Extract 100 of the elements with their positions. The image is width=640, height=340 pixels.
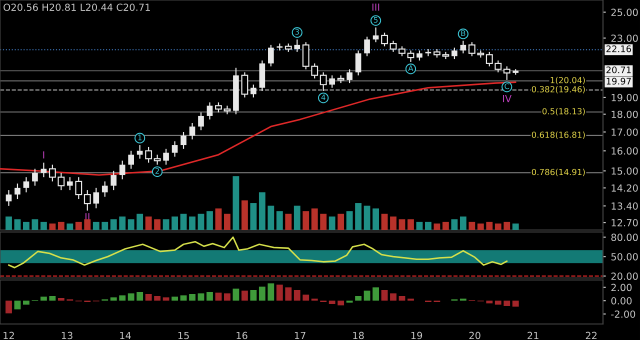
candlestick	[250, 84, 256, 98]
bar	[398, 219, 406, 230]
ref-line-label: 1(20.04)	[550, 76, 585, 84]
bar	[486, 300, 493, 304]
candlestick	[145, 146, 152, 164]
ref-line-label: 0.786(14.91)	[532, 168, 585, 176]
x-tick-label: 15	[178, 332, 189, 340]
y-tick-label: 19.00	[612, 94, 638, 102]
bar	[206, 211, 213, 230]
x-tick-label: 18	[353, 332, 364, 340]
bar	[224, 214, 230, 230]
bar	[364, 206, 370, 230]
bar	[206, 292, 213, 301]
bar	[258, 286, 266, 301]
bar	[338, 300, 344, 306]
bar	[162, 219, 170, 230]
candlestick	[416, 50, 422, 62]
candlestick	[189, 122, 196, 140]
bar	[189, 294, 196, 301]
candlestick	[381, 32, 388, 47]
candlestick	[180, 131, 186, 150]
candlestick	[355, 50, 362, 76]
bar	[232, 176, 240, 230]
bar	[119, 295, 126, 301]
x-tick-label: 12	[4, 332, 14, 340]
ref-line-label: 0.382(19.46)	[532, 86, 585, 94]
bar	[294, 290, 300, 301]
candlestick	[425, 48, 432, 57]
bar	[355, 203, 362, 230]
x-tick-label: 16	[236, 332, 248, 340]
bar	[328, 300, 336, 304]
bar	[302, 294, 310, 301]
candlestick	[14, 182, 20, 200]
bar	[338, 214, 344, 230]
bar	[320, 214, 327, 230]
candlestick	[329, 74, 335, 88]
bar	[198, 214, 204, 230]
bar	[110, 297, 117, 301]
bar	[381, 290, 388, 301]
bar	[189, 216, 196, 230]
candlestick	[84, 190, 91, 212]
bar	[145, 216, 152, 230]
y-tick-label: 15.00	[612, 167, 638, 175]
bar	[285, 287, 292, 301]
bar	[172, 296, 178, 301]
bar	[128, 219, 134, 230]
y-tick-label: 14.20	[612, 184, 638, 192]
candlestick	[67, 176, 73, 191]
x-tick-label: 22	[586, 332, 597, 340]
bar	[346, 211, 353, 230]
bar	[49, 224, 56, 230]
candlestick	[452, 47, 458, 60]
x-tick-label: 21	[528, 332, 538, 340]
y-tick-label: 17.00	[612, 128, 638, 136]
annotation: IV	[503, 94, 512, 102]
y-tick-label: -2.00	[611, 310, 636, 318]
bar	[311, 208, 318, 230]
annotation: 20.71	[606, 66, 631, 74]
bar	[136, 214, 144, 230]
x-tick-label: 17	[294, 332, 306, 340]
bar	[84, 219, 91, 230]
candlestick	[206, 102, 213, 120]
bar	[241, 290, 248, 301]
bar	[172, 216, 178, 230]
candlestick	[102, 180, 108, 198]
bar	[49, 296, 56, 301]
bar	[494, 224, 502, 230]
bar	[23, 222, 30, 230]
bar	[241, 200, 248, 230]
bar	[215, 292, 222, 301]
candlestick	[172, 140, 178, 158]
candlestick	[198, 112, 204, 131]
candlestick	[128, 150, 134, 170]
bar	[224, 293, 230, 301]
bar	[58, 298, 64, 301]
bar	[14, 300, 21, 310]
bar	[58, 222, 64, 230]
annotation: O20.56 H20.81 L20.44 C20.71	[4, 4, 150, 11]
ref-line-label: 0.618(16.81)	[532, 131, 585, 139]
bar	[364, 290, 370, 301]
bar	[250, 290, 257, 301]
bar	[232, 288, 240, 301]
bar	[294, 206, 300, 230]
bar	[442, 222, 449, 230]
x-tick-label: 20	[469, 332, 480, 340]
bar	[40, 296, 47, 301]
bar	[512, 300, 519, 307]
bar	[75, 222, 82, 230]
bar	[180, 214, 187, 230]
bar	[6, 300, 12, 314]
bar	[381, 214, 388, 230]
candlestick	[154, 154, 161, 166]
bar	[136, 292, 144, 301]
bar	[276, 284, 283, 301]
y-tick-label: 12.70	[612, 219, 638, 226]
bar	[372, 287, 379, 301]
bar	[486, 222, 493, 230]
bar	[66, 224, 74, 230]
bar	[145, 294, 152, 301]
bar	[468, 222, 476, 230]
